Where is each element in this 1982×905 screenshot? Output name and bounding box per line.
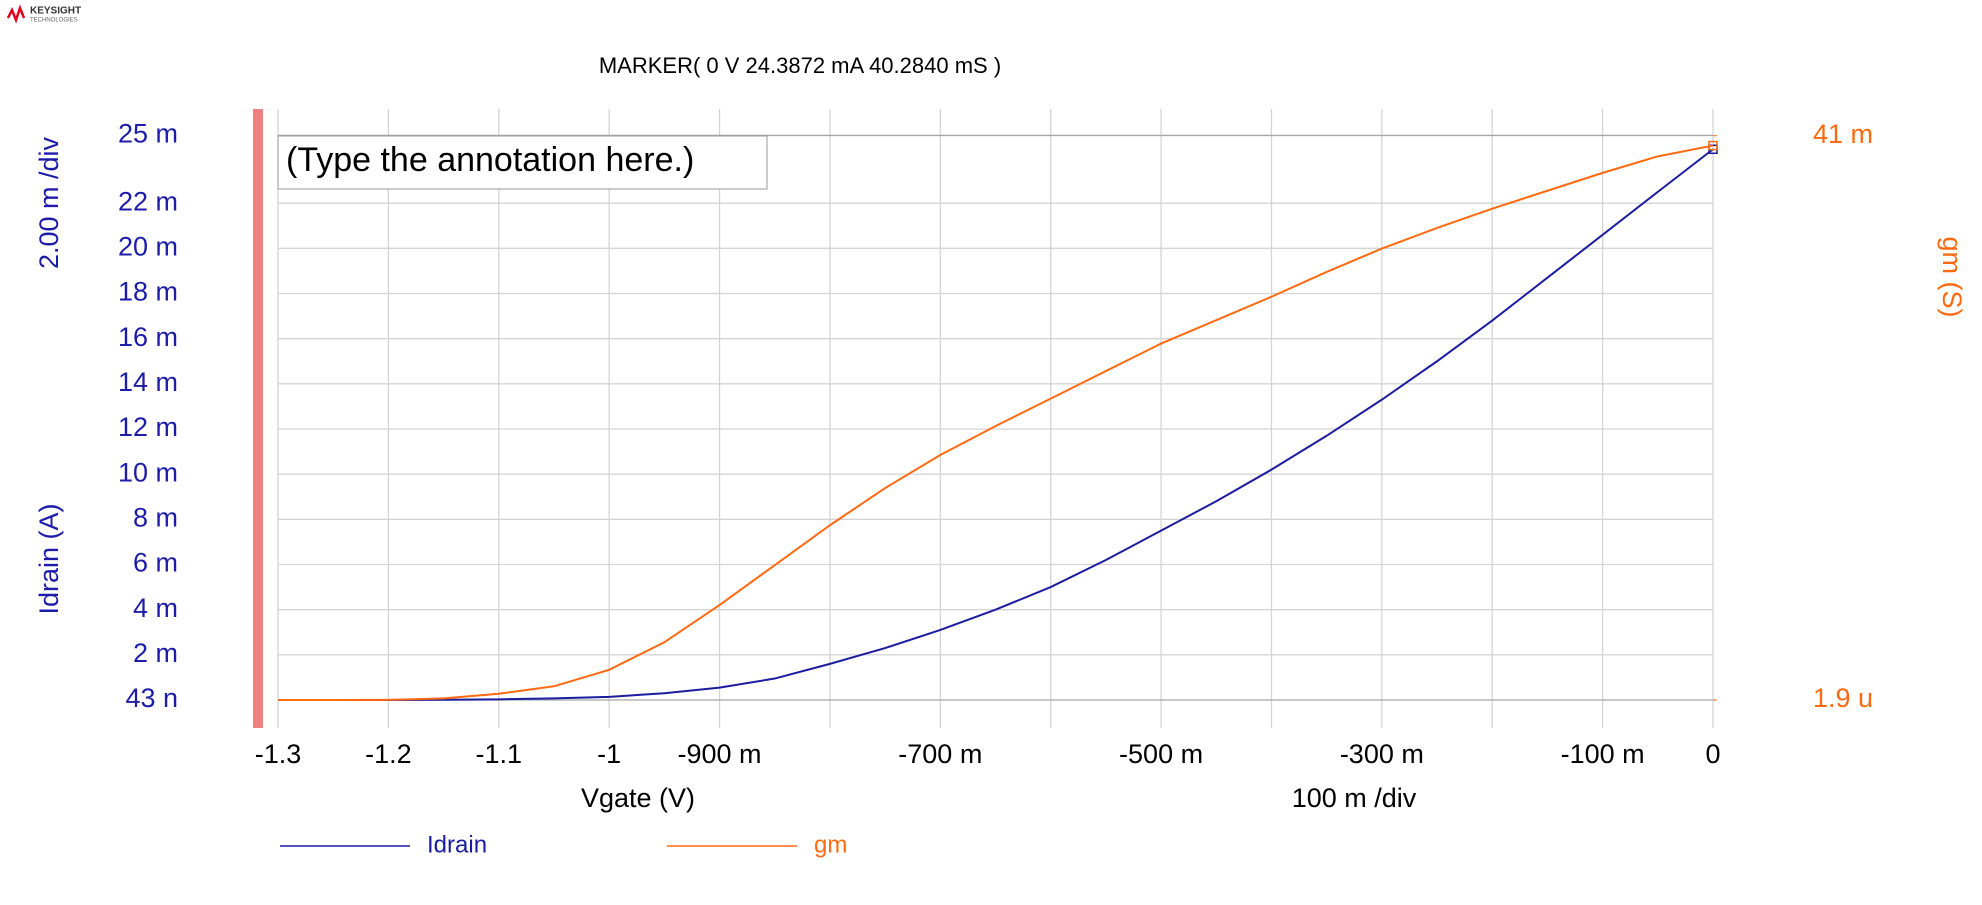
y-tick-label: 16 m: [118, 322, 178, 352]
y-tick-label: 6 m: [133, 548, 178, 578]
marker-point: [1708, 140, 1718, 151]
x-tick-label: 0: [1705, 739, 1720, 769]
x-div: 100 m /div: [1292, 783, 1417, 813]
y-tick-label: 2 m: [133, 638, 178, 668]
series-line: [278, 148, 1714, 701]
y-tick-label: 22 m: [118, 186, 178, 216]
y-tick-label: 4 m: [133, 593, 178, 623]
y2-tick-label: 41 m: [1813, 119, 1873, 149]
legend-label: gm: [814, 831, 847, 858]
x-tick-label: -300 m: [1340, 739, 1424, 769]
annotation-box: [277, 135, 768, 190]
x-axis-label: Vgate (V): [581, 783, 695, 813]
active-bar: [253, 109, 263, 728]
y-tick-label: 20 m: [118, 231, 178, 261]
logo-mark: [6, 4, 26, 24]
y-tick-label: 14 m: [118, 367, 178, 397]
y2-tick-label: 1.9 u: [1813, 683, 1873, 713]
logo-sub: TECHNOLOGIES: [30, 18, 78, 24]
x-tick-label: -1.2: [365, 739, 412, 769]
x-tick-label: -700 m: [898, 739, 982, 769]
y-div: 2.00 m /div: [34, 136, 64, 269]
y2-axis-label: gm (S): [1937, 237, 1967, 318]
y-tick-label: 43 n: [125, 683, 178, 713]
x-tick-label: -1.3: [255, 739, 302, 769]
x-tick-label: -500 m: [1119, 739, 1203, 769]
x-tick-label: -100 m: [1561, 739, 1645, 769]
x-tick-label: -900 m: [678, 739, 762, 769]
series-line: [277, 144, 1714, 702]
x-tick-label: -1: [597, 739, 621, 769]
y-tick-label: 10 m: [118, 457, 178, 487]
y-tick-label: 12 m: [118, 412, 178, 442]
y-tick-label: 8 m: [133, 502, 178, 532]
y-tick-label: 18 m: [118, 277, 178, 307]
logo-text: KEYSIGHT: [30, 6, 81, 17]
x-tick-label: -1.1: [476, 739, 523, 769]
logo: KEYSIGHT TECHNOLOGIES: [6, 4, 81, 24]
legend-label: Idrain: [427, 831, 487, 858]
annotation: (Type the annotation here.): [286, 141, 694, 179]
y-tick-label: 25 m: [118, 119, 178, 149]
y-axis-label: Idrain (A): [34, 503, 64, 614]
marker-readout: MARKER( 0 V 24.3872 mA 40.2840 mS ): [599, 53, 1001, 78]
